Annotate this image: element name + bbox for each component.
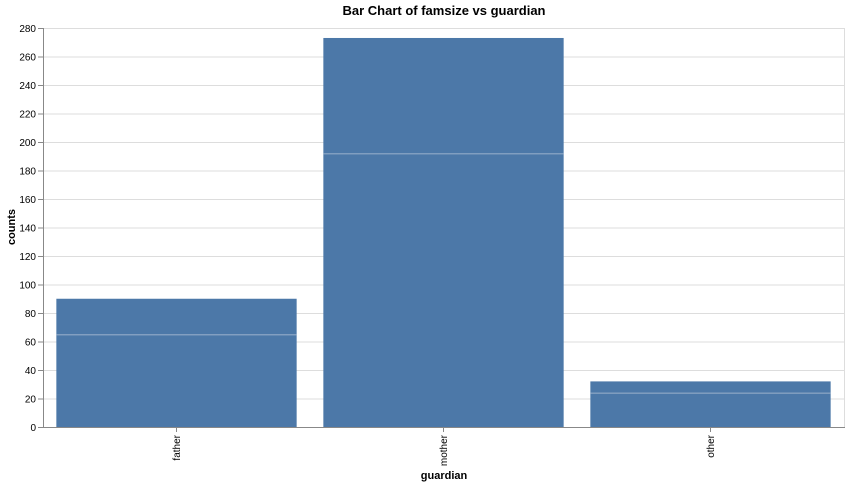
y-tick-label: 120 bbox=[19, 252, 36, 263]
y-tick-label: 200 bbox=[19, 138, 36, 149]
x-tick-label-other: other bbox=[706, 434, 717, 457]
y-tick-label: 80 bbox=[25, 309, 37, 320]
y-tick-label: 280 bbox=[19, 24, 36, 35]
y-tick-label: 160 bbox=[19, 195, 36, 206]
y-axis-title: counts bbox=[6, 209, 18, 245]
y-tick-label: 60 bbox=[25, 338, 37, 349]
bar-other-segment-2 bbox=[590, 381, 831, 393]
y-tick-label: 40 bbox=[25, 366, 37, 377]
y-axis: 0 20 40 60 80 100 120 140 160 180 200 220 240 260 280 bbox=[19, 24, 44, 434]
bars bbox=[56, 37, 831, 427]
bar-other-segment-1 bbox=[590, 392, 831, 427]
bar-mother-segment-1 bbox=[323, 153, 564, 427]
y-tick-label: 20 bbox=[25, 395, 37, 406]
x-tick-label-mother: mother bbox=[439, 434, 450, 466]
bar-mother-segment-2 bbox=[323, 37, 564, 154]
x-axis-title: guardian bbox=[421, 470, 468, 482]
y-tick-label: 0 bbox=[30, 423, 36, 434]
x-tick-label-father: father bbox=[172, 434, 183, 460]
y-tick-label: 100 bbox=[19, 281, 36, 292]
x-axis: father mother other bbox=[43, 427, 845, 466]
y-tick-label: 220 bbox=[19, 110, 36, 121]
y-tick-label: 260 bbox=[19, 53, 36, 64]
y-tick-label: 140 bbox=[19, 224, 36, 235]
y-tick-label: 180 bbox=[19, 167, 36, 178]
bar-father-segment-1 bbox=[56, 334, 297, 427]
chart-title: Bar Chart of famsize vs guardian bbox=[343, 3, 546, 18]
y-tick-label: 240 bbox=[19, 81, 36, 92]
bar-father-segment-2 bbox=[56, 298, 297, 335]
